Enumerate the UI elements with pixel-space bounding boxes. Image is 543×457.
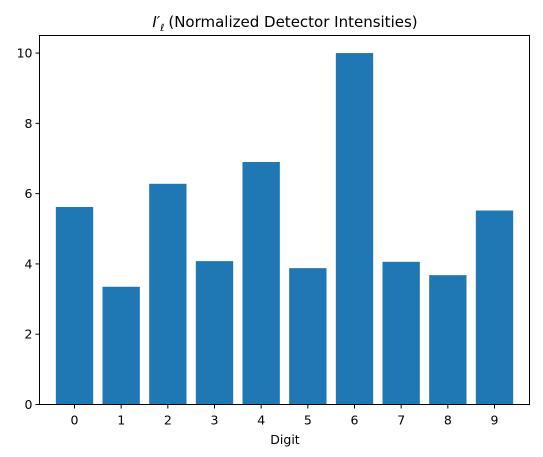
bar-9: [475, 210, 514, 405]
bar-1: [102, 286, 140, 405]
x-axis-title: Digit: [270, 432, 300, 447]
bars-group: [55, 53, 514, 405]
x-tick-label: 6: [351, 413, 359, 428]
x-tick-label: 7: [397, 413, 405, 428]
y-tick-label: 4: [25, 256, 33, 271]
bar-6: [335, 53, 374, 405]
x-tick-label: 8: [444, 413, 452, 428]
bar-0: [55, 206, 94, 405]
x-tick-label: 9: [491, 413, 499, 428]
y-tick-label: 2: [25, 327, 33, 342]
bar-3: [195, 261, 234, 405]
x-tick-label: 0: [71, 413, 79, 428]
x-tick-label: 3: [211, 413, 219, 428]
chart-title: I′ℓ (Normalized Detector Intensities): [152, 13, 417, 34]
x-tick-label: 4: [257, 413, 265, 428]
bar-2: [149, 183, 187, 405]
x-axis: 0 1 2 3 4 5 6 7 8 9: [71, 404, 499, 428]
bar-8: [429, 275, 467, 405]
y-tick-label: 8: [25, 116, 33, 131]
y-tick-label: 0: [25, 397, 33, 412]
bar-4: [242, 162, 280, 405]
bar-7: [382, 261, 420, 405]
x-tick-label: 1: [117, 413, 125, 428]
x-tick-label: 5: [304, 413, 312, 428]
y-tick-label: 10: [17, 46, 33, 61]
x-tick-label: 2: [164, 413, 172, 428]
y-axis: 0 2 4 6 8 10: [17, 46, 40, 412]
plot-frame: [39, 35, 530, 405]
y-tick-label: 6: [25, 186, 33, 201]
bar-5: [289, 268, 327, 405]
